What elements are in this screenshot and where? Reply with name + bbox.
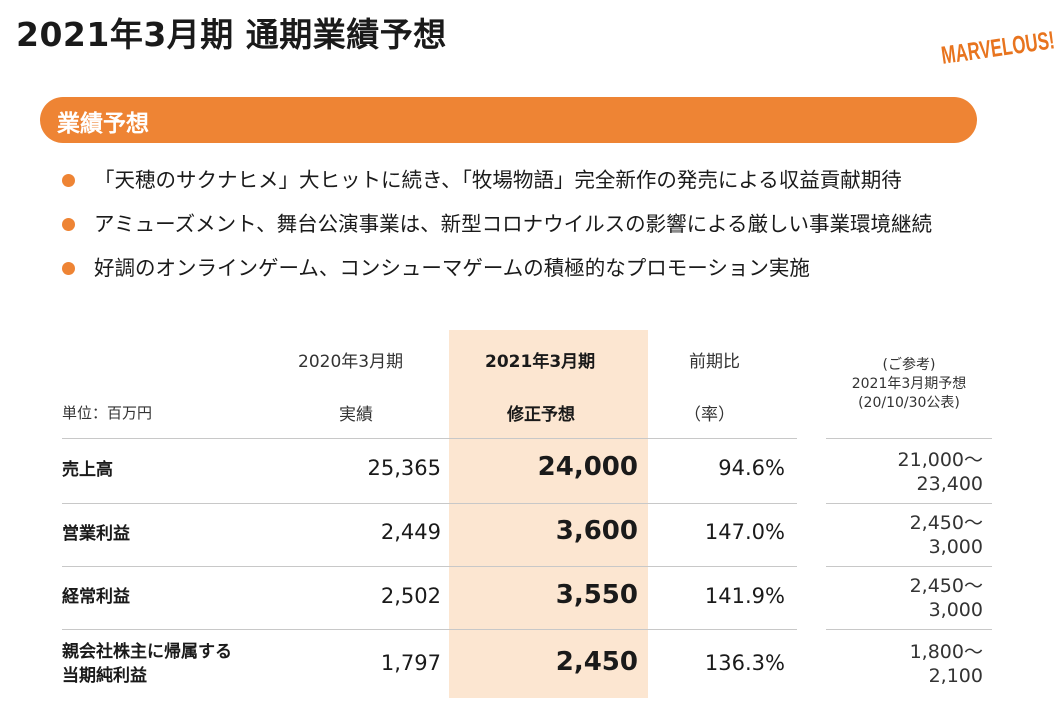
table-divider	[62, 503, 797, 504]
row-label-operating-income: 営業利益	[62, 524, 130, 544]
row-operating-income-prev: 2,449	[380, 520, 441, 544]
bullet-text: 好調のオンラインゲーム、コンシューマゲームの積極的なプロモーション実施	[94, 256, 810, 280]
bullet-list: 「天穂のサクナヒメ」大ヒットに続き、「牧場物語」完全新作の発売による収益貢献期待…	[62, 166, 932, 298]
row-net-income-ref-low: 1,800～	[909, 641, 983, 663]
header-reference-line3: (20/10/30公表)	[858, 395, 960, 411]
row-net-sales-prev: 25,365	[367, 456, 441, 480]
bullet-dot-icon	[62, 218, 75, 231]
logo-text: MARVELOUS!	[940, 26, 1057, 70]
row-label-net-income-line1: 親会社株主に帰属する	[62, 642, 232, 662]
row-ordinary-income-yoy: 141.9%	[704, 584, 785, 608]
row-operating-income-ref: 2,450～ 3,000	[910, 511, 983, 559]
row-net-sales-ref-low: 21,000～	[897, 449, 983, 471]
bullet-item: アミューズメント、舞台公演事業は、新型コロナウイルスの影響による厳しい事業環境継…	[62, 210, 932, 254]
table-divider	[62, 566, 797, 567]
header-forecast-revised: 修正予想	[507, 405, 575, 425]
forecast-column-highlight	[449, 330, 648, 698]
row-label-net-income-line2: 当期純利益	[62, 666, 147, 686]
row-ordinary-income-prev: 2,502	[380, 584, 441, 608]
page-title: 2021年3月期 通期業績予想	[16, 15, 447, 54]
bullet-dot-icon	[62, 262, 75, 275]
table-divider	[826, 566, 992, 567]
row-net-sales-ref-high: 23,400	[916, 473, 983, 495]
table-divider	[62, 438, 797, 439]
row-operating-income-yoy: 147.0%	[704, 520, 785, 544]
row-label-ordinary-income: 経常利益	[62, 587, 130, 607]
row-label-net-sales: 売上高	[62, 460, 113, 480]
row-operating-income-ref-high: 3,000	[928, 536, 983, 558]
bullet-item: 「天穂のサクナヒメ」大ヒットに続き、「牧場物語」完全新作の発売による収益貢献期待	[62, 166, 932, 210]
bullet-text: アミューズメント、舞台公演事業は、新型コロナウイルスの影響による厳しい事業環境継…	[94, 212, 933, 236]
row-ordinary-income-ref: 2,450～ 3,000	[910, 574, 983, 622]
row-net-income-ref: 1,800～ 2,100	[910, 640, 983, 688]
header-prev-year: 2020年3月期	[298, 352, 404, 372]
row-net-sales-ref: 21,000～ 23,400	[898, 448, 983, 496]
header-reference-line2: 2021年3月期予想	[851, 376, 967, 392]
row-ordinary-income-forecast: 3,550	[555, 580, 638, 610]
table-divider	[62, 629, 797, 630]
row-net-income-forecast: 2,450	[555, 647, 638, 677]
row-net-income-yoy: 136.3%	[704, 651, 785, 675]
section-header-bar: 業績予想	[40, 97, 977, 143]
header-reference-line1: (ご参考)	[882, 357, 936, 373]
marvelous-logo: MARVELOUS!	[940, 26, 1057, 70]
header-prev-actual: 実績	[339, 405, 373, 425]
row-ordinary-income-ref-low: 2,450～	[909, 575, 983, 597]
bullet-text: 「天穂のサクナヒメ」大ヒットに続き、「牧場物語」完全新作の発売による収益貢献期待	[94, 168, 902, 192]
unit-label: 単位：百万円	[62, 404, 153, 422]
header-yoy: 前期比	[689, 352, 740, 372]
row-net-income-ref-high: 2,100	[928, 665, 983, 687]
row-net-sales-yoy: 94.6%	[718, 456, 785, 480]
bullet-item: 好調のオンラインゲーム、コンシューマゲームの積極的なプロモーション実施	[62, 254, 932, 298]
header-forecast-year: 2021年3月期	[485, 352, 596, 372]
header-yoy-rate: （率）	[684, 405, 735, 425]
row-operating-income-forecast: 3,600	[555, 516, 638, 546]
row-net-income-prev: 1,797	[380, 651, 441, 675]
table-divider	[826, 629, 992, 630]
section-header-label: 業績予想	[57, 111, 149, 137]
row-ordinary-income-ref-high: 3,000	[928, 599, 983, 621]
table-divider	[826, 503, 992, 504]
row-net-sales-forecast: 24,000	[537, 452, 638, 482]
header-reference: (ご参考) 2021年3月期予想 (20/10/30公表)	[826, 356, 992, 413]
table-divider	[826, 438, 992, 439]
bullet-dot-icon	[62, 174, 75, 187]
row-operating-income-ref-low: 2,450～	[909, 512, 983, 534]
row-label-net-income: 親会社株主に帰属する 当期純利益	[62, 640, 232, 688]
